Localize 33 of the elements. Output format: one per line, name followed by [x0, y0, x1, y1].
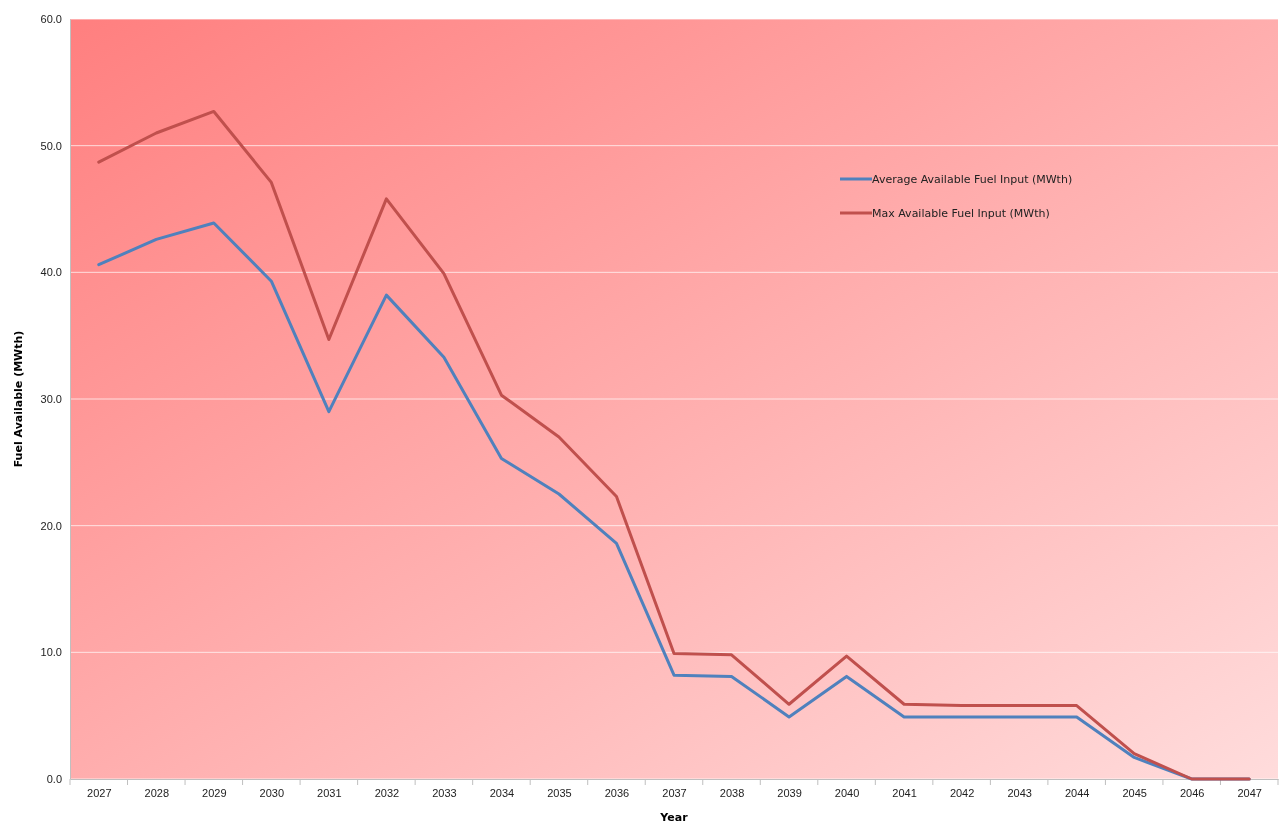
x-tick-label: 2027: [87, 786, 112, 799]
legend-label: Max Available Fuel Input (MWth): [872, 206, 1050, 220]
y-tick-label: 20.0: [40, 519, 62, 532]
x-tick-label: 2039: [777, 786, 802, 799]
x-tick-label: 2041: [892, 786, 917, 799]
x-tick-label: 2034: [489, 786, 515, 799]
x-tick-label: 2029: [202, 786, 227, 799]
line-series: [97, 109, 1251, 781]
x-tick-label: 2031: [317, 786, 342, 799]
y-tick-label: 50.0: [40, 139, 62, 152]
x-tick-label: 2032: [374, 786, 400, 799]
x-axis-title: Year: [659, 811, 689, 824]
y-tick-label: 60.0: [40, 13, 62, 26]
x-tick-label: 2047: [1237, 786, 1262, 799]
x-tick-label: 2044: [1064, 786, 1090, 799]
x-tick-label: 2033: [432, 786, 457, 799]
x-tick-label: 2046: [1179, 786, 1205, 799]
y-tick-label: 10.0: [40, 646, 62, 659]
y-tick-label: 40.0: [40, 266, 62, 279]
x-tick-label: 2028: [144, 786, 170, 799]
x-tick-label: 2040: [834, 786, 860, 799]
y-tick-label: 30.0: [40, 393, 62, 406]
x-tick-label: 2035: [547, 786, 572, 799]
x-tick-label: 2030: [259, 786, 285, 799]
x-tick-label: 2043: [1007, 786, 1032, 799]
x-tick-label: 2036: [604, 786, 630, 799]
x-tick-label: 2042: [949, 786, 975, 799]
x-tick-label: 2037: [662, 786, 687, 799]
legend-label: Average Available Fuel Input (MWth): [872, 172, 1073, 186]
y-tick-label: 0.0: [46, 773, 62, 786]
x-tick-label: 2045: [1122, 786, 1147, 799]
x-tick-label: 2038: [719, 786, 745, 799]
y-axis-title: Fuel Available (MWth): [12, 330, 25, 468]
